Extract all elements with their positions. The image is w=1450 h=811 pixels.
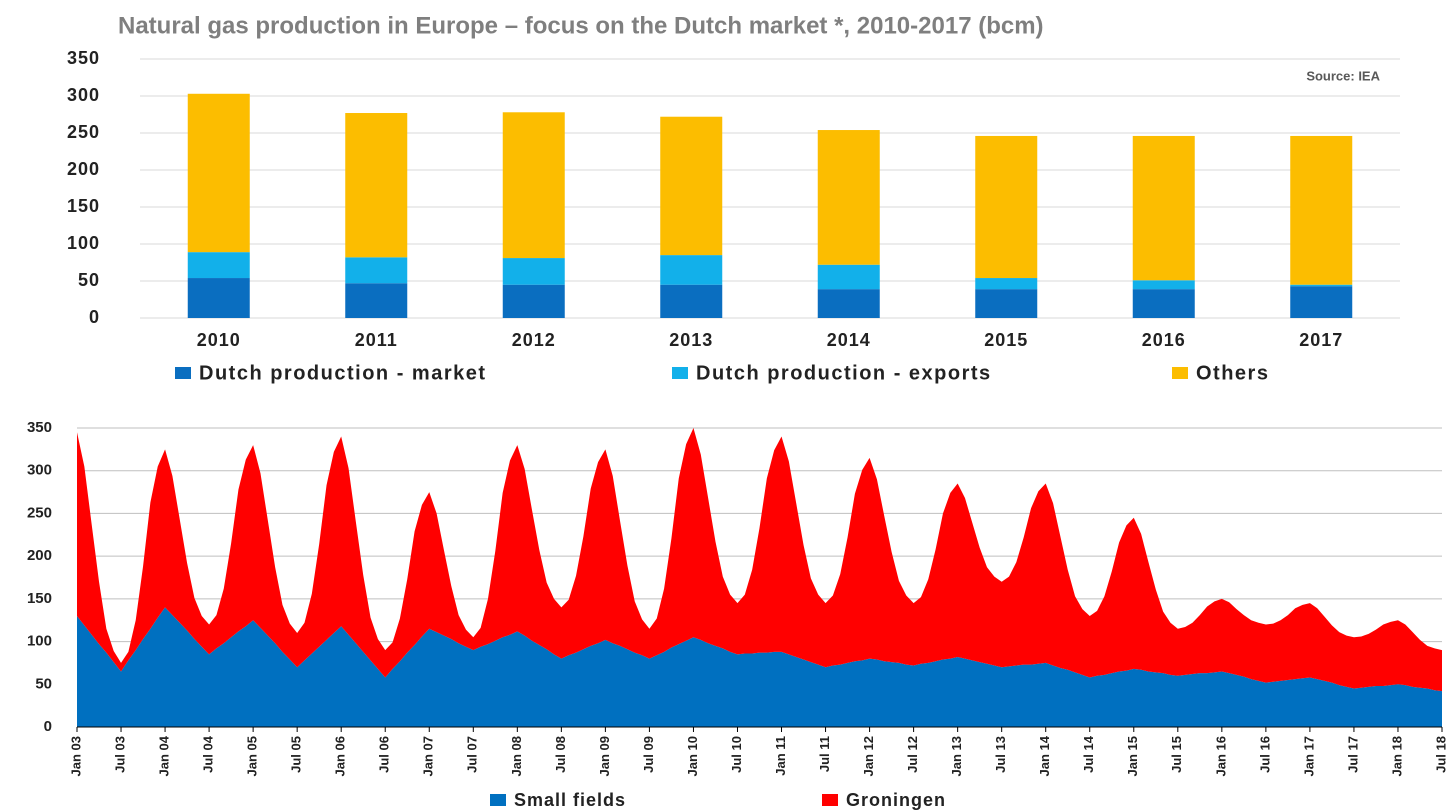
x-tick-label: Jul 04	[201, 735, 216, 773]
x-tick-label: Jul 16	[1257, 736, 1272, 773]
x-tick-label: 2013	[669, 330, 713, 350]
bar-segment	[502, 112, 565, 259]
bar-segment	[187, 93, 250, 253]
bar-segment	[345, 283, 408, 318]
y-tick-label: 250	[67, 122, 100, 142]
x-tick-label: Jul 11	[817, 736, 832, 772]
x-tick-label: Jul 14	[1081, 735, 1096, 773]
x-tick-label: Jul 07	[465, 736, 480, 773]
x-tick-label: Jan 10	[685, 736, 700, 776]
y-tick-label: 200	[67, 159, 100, 179]
x-tick-label: Jan 12	[861, 736, 876, 776]
bar-segment	[817, 264, 880, 290]
legend-label: Groningen	[846, 790, 946, 810]
y-tick-label: 50	[78, 270, 100, 290]
y-tick-label: 150	[27, 590, 52, 607]
x-tick-label: 2010	[197, 330, 241, 350]
bar-segment	[817, 130, 880, 265]
chart-title: Natural gas production in Europe – focus…	[118, 12, 1044, 39]
x-tick-label: Jan 07	[421, 736, 436, 776]
legend-swatch	[672, 367, 688, 379]
y-tick-label: 50	[35, 675, 52, 692]
y-tick-label: 150	[67, 196, 100, 216]
x-tick-label: Jan 13	[949, 736, 964, 776]
area	[77, 428, 1442, 692]
y-tick-label: 300	[67, 85, 100, 105]
legend-label: Small fields	[514, 790, 626, 810]
bar-segment	[502, 284, 565, 318]
x-tick-label: 2011	[355, 330, 398, 350]
bar-segment	[187, 278, 250, 318]
bar-segment	[345, 257, 408, 284]
x-tick-label: 2014	[827, 330, 871, 350]
x-tick-label: Jan 09	[597, 736, 612, 776]
bar-segment	[975, 289, 1038, 318]
legend-swatch	[175, 367, 191, 379]
x-tick-label: Jul 12	[905, 736, 920, 773]
x-tick-label: 2012	[512, 330, 556, 350]
y-tick-label: 350	[67, 48, 100, 68]
y-tick-label: 0	[89, 307, 100, 327]
x-tick-label: Jan 15	[1125, 736, 1140, 776]
x-tick-label: Jul 06	[377, 736, 392, 773]
x-tick-label: Jul 10	[729, 736, 744, 773]
area	[77, 607, 1442, 727]
bar-segment	[660, 255, 723, 285]
y-tick-label: 100	[27, 633, 52, 650]
x-tick-label: 2017	[1299, 330, 1343, 350]
bar-segment	[1290, 284, 1353, 287]
bar-segment	[1132, 135, 1195, 281]
y-tick-label: 100	[67, 233, 100, 253]
source-note: Source: IEA	[1306, 68, 1380, 83]
x-tick-label: Jan 08	[509, 736, 524, 776]
x-tick-label: Jul 13	[993, 736, 1008, 773]
y-tick-label: 200	[27, 547, 52, 564]
x-tick-label: Jan 05	[245, 736, 260, 776]
bar-segment	[1290, 286, 1353, 318]
x-tick-label: Jul 15	[1169, 736, 1184, 773]
y-tick-label: 300	[27, 462, 52, 479]
y-tick-label: 0	[44, 718, 52, 735]
bar-segment	[975, 278, 1038, 290]
x-tick-label: Jul 03	[112, 736, 127, 773]
x-tick-label: Jul 18	[1433, 736, 1448, 773]
x-tick-label: Jul 17	[1345, 736, 1360, 773]
legend-label: Dutch production - market	[199, 362, 487, 384]
bar-segment	[817, 289, 880, 318]
x-tick-label: 2016	[1142, 330, 1186, 350]
bar-segment	[660, 116, 723, 256]
bar-segment	[1132, 289, 1195, 318]
x-tick-label: Jan 16	[1213, 736, 1228, 776]
x-tick-label: Jan 04	[157, 735, 172, 776]
bar-segment	[1290, 135, 1353, 285]
bar-segment	[345, 113, 408, 258]
legend-swatch	[822, 794, 838, 806]
x-tick-label: 2015	[984, 330, 1028, 350]
x-tick-label: Jan 14	[1037, 735, 1052, 776]
x-tick-label: Jan 03	[68, 736, 83, 776]
bar-segment	[660, 284, 723, 318]
bar-segment	[975, 135, 1038, 279]
x-tick-label: Jul 08	[553, 736, 568, 773]
legend-label: Others	[1196, 362, 1269, 384]
y-tick-label: 250	[27, 504, 52, 521]
bar-segment	[187, 252, 250, 279]
x-tick-label: Jul 05	[289, 736, 304, 773]
bar-segment	[502, 258, 565, 285]
x-tick-label: Jul 09	[641, 736, 656, 773]
bar-segment	[1132, 280, 1195, 290]
legend-swatch	[1172, 367, 1188, 379]
x-tick-label: Jan 18	[1389, 736, 1404, 776]
x-tick-label: Jan 17	[1301, 736, 1316, 776]
y-tick-label: 350	[27, 419, 52, 436]
x-tick-label: Jan 11	[773, 736, 788, 776]
legend-swatch	[490, 794, 506, 806]
legend-label: Dutch production - exports	[696, 362, 992, 384]
x-tick-label: Jan 06	[333, 736, 348, 776]
